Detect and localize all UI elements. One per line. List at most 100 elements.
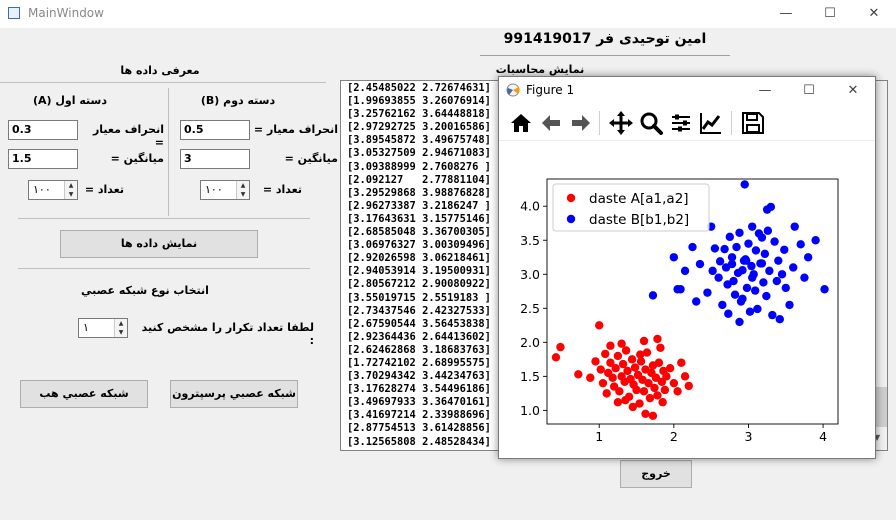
figure-window[interactable]: Figure 1 — ☐ ✕ 1 bbox=[498, 76, 876, 459]
series-b-point bbox=[751, 246, 761, 255]
network-title: انتخاب نوع شبکه عصبي bbox=[81, 284, 209, 297]
series-a-point bbox=[673, 387, 682, 396]
series-b-point bbox=[695, 259, 705, 269]
perceptron-network-button[interactable]: شبکه عصبي پرسپترون bbox=[170, 380, 298, 408]
result-line: [2.92026598 3.06218461] bbox=[347, 252, 491, 265]
edit-axis-icon[interactable] bbox=[697, 109, 725, 137]
series-a-point bbox=[615, 387, 624, 396]
result-line: [2.96273387 3.2186247 ] bbox=[347, 199, 491, 212]
pan-icon[interactable] bbox=[607, 109, 635, 137]
back-arrow-icon[interactable] bbox=[537, 109, 565, 137]
intro-divider bbox=[0, 82, 326, 83]
iterations-spinbox[interactable]: ۱ ▲ ▼ bbox=[78, 318, 128, 338]
group-b-mean-input[interactable]: 3 bbox=[180, 149, 250, 169]
exit-button[interactable]: خروج bbox=[620, 460, 692, 488]
intro-title: معرفی داده ها bbox=[120, 64, 200, 77]
group-a-mean-input[interactable]: 1.5 bbox=[8, 149, 78, 169]
series-a-point bbox=[606, 341, 615, 350]
result-line: [1.72742102 2.68995575] bbox=[347, 356, 491, 369]
series-a-point bbox=[595, 321, 604, 330]
series-a-point bbox=[628, 402, 638, 412]
series-b-point bbox=[669, 253, 679, 262]
series-a-point bbox=[648, 411, 658, 421]
figure-minimize-button[interactable]: — bbox=[758, 83, 772, 98]
forward-arrow-icon[interactable] bbox=[567, 109, 595, 137]
series-a-point bbox=[591, 357, 600, 366]
group-b-count-arrows[interactable]: ▲ ▼ bbox=[236, 181, 249, 199]
series-b-point bbox=[730, 290, 740, 299]
series-b-point bbox=[703, 288, 712, 297]
group-a-count-label: تعداد = bbox=[84, 183, 124, 196]
series-b-point bbox=[770, 237, 779, 246]
save-icon[interactable] bbox=[739, 109, 767, 137]
legend-marker bbox=[566, 193, 576, 203]
results-lines: [2.45485022 2.72674631] [1.99693855 3.260… bbox=[347, 82, 491, 449]
show-data-button[interactable]: نمايش داده ها bbox=[60, 230, 258, 258]
toolbar-separator bbox=[599, 111, 600, 135]
series-a-point bbox=[651, 373, 661, 382]
series-b-point bbox=[811, 236, 820, 245]
author-title: 991419017 امين توحيدی فر bbox=[503, 31, 707, 47]
series-b-point bbox=[750, 286, 760, 295]
figure-maximize-button[interactable]: ☐ bbox=[803, 83, 815, 98]
home-icon[interactable] bbox=[507, 109, 535, 137]
hebb-network-button[interactable]: شبکه عصبي هب bbox=[20, 380, 148, 408]
spin-up-icon[interactable]: ▲ bbox=[118, 320, 124, 327]
scroll-down-icon[interactable]: ▼ bbox=[874, 433, 881, 442]
spin-down-icon[interactable]: ▼ bbox=[118, 329, 124, 336]
series-b-point bbox=[785, 300, 794, 310]
series-b-point bbox=[768, 310, 777, 320]
spin-down-icon[interactable]: ▼ bbox=[68, 191, 74, 198]
series-a-point bbox=[650, 383, 659, 393]
scatter-plot: 1 2 3 4 1.0 1.5 2.0 2.5 3.0 3.5 4.0 daste A[a1,a2]… bbox=[520, 178, 839, 444]
group-a-count-arrows[interactable]: ▲ ▼ bbox=[64, 181, 77, 199]
result-line: [3.49697933 3.36470161] bbox=[347, 396, 491, 409]
series-a-point bbox=[551, 353, 561, 362]
series-b-point bbox=[738, 265, 747, 275]
iterations-arrows[interactable]: ▲ ▼ bbox=[114, 319, 127, 337]
legend-marker bbox=[566, 214, 576, 224]
series-b-point bbox=[727, 259, 737, 269]
figure-toolbar bbox=[499, 105, 875, 141]
window-title: MainWindow bbox=[28, 6, 104, 20]
group-b-std-label: انحراف معيار = bbox=[253, 123, 338, 136]
series-b-point bbox=[759, 278, 768, 287]
series-b-point bbox=[747, 222, 757, 231]
spin-up-icon[interactable]: ▲ bbox=[68, 182, 74, 189]
series-a-point bbox=[662, 372, 671, 381]
group-a-std-input[interactable]: 0.3 bbox=[8, 120, 78, 140]
minimize-button[interactable]: — bbox=[779, 6, 793, 21]
figure-title: Figure 1 bbox=[526, 83, 575, 97]
results-title: نمايش محاسبات bbox=[495, 63, 585, 76]
series-a-point bbox=[669, 378, 679, 388]
figure-close-button[interactable]: ✕ bbox=[847, 83, 859, 98]
series-a-point bbox=[574, 370, 583, 379]
spin-down-icon[interactable]: ▼ bbox=[240, 191, 246, 198]
group-b-std-input[interactable]: 0.5 bbox=[180, 120, 250, 140]
spin-up-icon[interactable]: ▲ bbox=[240, 182, 246, 189]
series-b-point bbox=[753, 304, 762, 314]
legend-label: daste A[a1,a2] bbox=[589, 191, 689, 207]
series-b-point bbox=[780, 245, 789, 254]
series-b-point bbox=[714, 273, 723, 282]
series-b-point bbox=[732, 242, 741, 252]
result-line: [2.80567212 2.90080922] bbox=[347, 278, 491, 291]
result-line: [3.09388999 2.7608276 ] bbox=[347, 160, 491, 173]
legend-label: daste B[b1,b2] bbox=[589, 212, 689, 228]
maximize-button[interactable]: ☐ bbox=[824, 6, 836, 21]
group-b-count-spinbox[interactable]: ۱۰۰ ▲ ▼ bbox=[200, 180, 250, 200]
series-a-point bbox=[627, 355, 637, 364]
zoom-icon[interactable] bbox=[637, 109, 665, 137]
window-titlebar: MainWindow — ☐ ✕ bbox=[0, 0, 896, 28]
result-line: [2.92364436 2.64413602] bbox=[347, 330, 491, 343]
configure-subplots-icon[interactable] bbox=[667, 109, 695, 137]
series-b-point bbox=[676, 285, 685, 294]
series-a-point bbox=[630, 363, 640, 372]
result-line: [3.55019715 2.5519183 ] bbox=[347, 291, 491, 304]
series-a-point bbox=[556, 342, 565, 352]
result-line: [2.62462868 3.18683763] bbox=[347, 343, 491, 356]
group-a-count-spinbox[interactable]: ۱۰۰ ▲ ▼ bbox=[28, 180, 78, 200]
result-line: [3.17643631 3.15775146] bbox=[347, 212, 491, 225]
y-tick-label: 2.5 bbox=[520, 301, 540, 316]
close-button[interactable]: ✕ bbox=[868, 6, 880, 21]
